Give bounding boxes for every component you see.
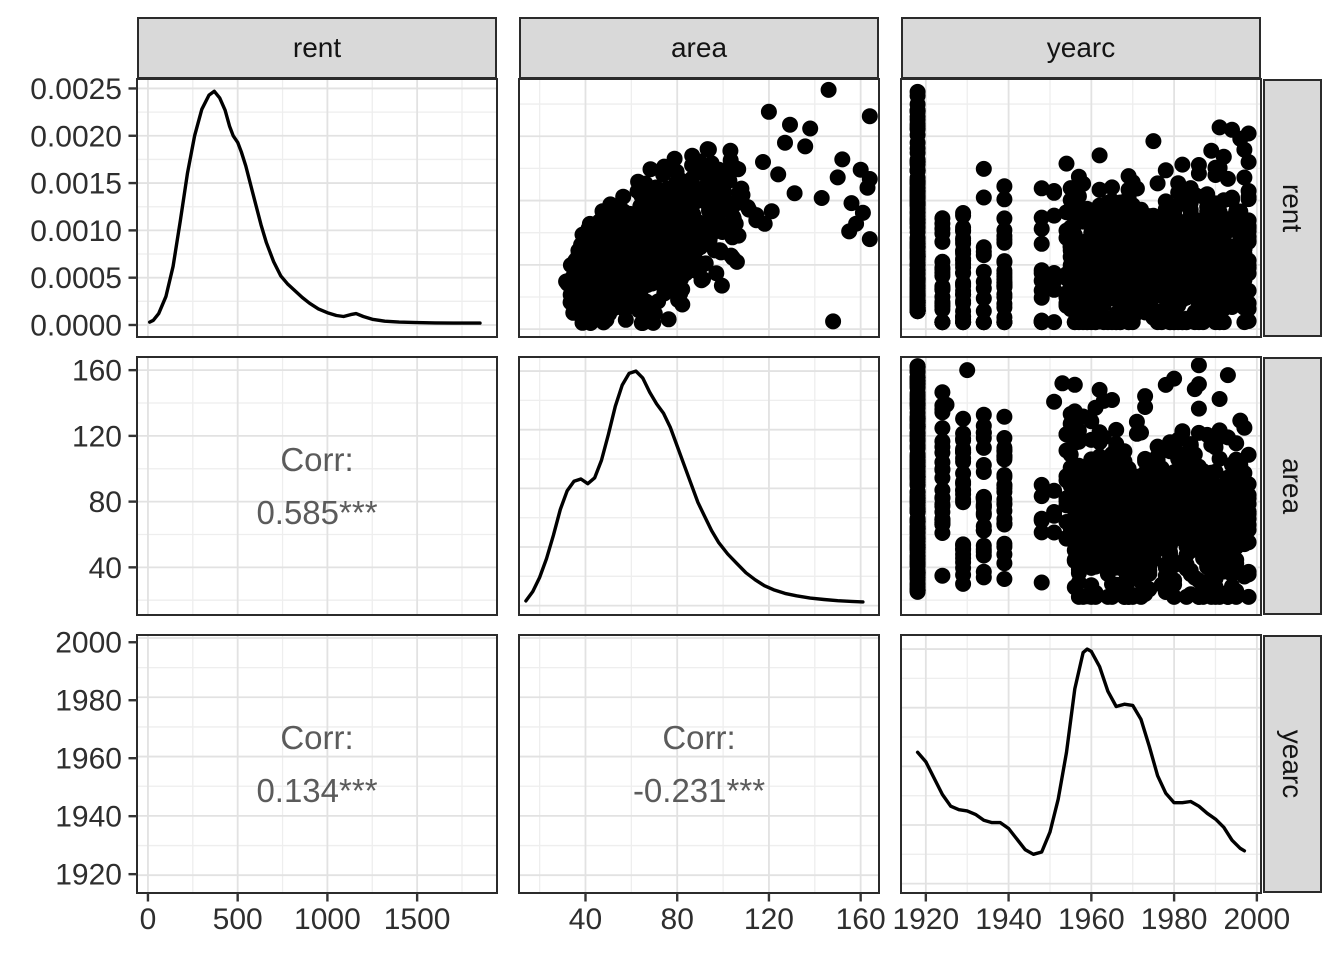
svg-text:1940: 1940 [975, 903, 1042, 936]
svg-text:1980: 1980 [55, 685, 122, 718]
strip-right-yearc: yearc [1263, 635, 1322, 893]
y-axis-area: 40 80 120 160 [72, 355, 137, 585]
strip-right-area: area [1263, 357, 1322, 615]
strip-top-rent: rent [137, 17, 497, 79]
svg-text:0.0005: 0.0005 [30, 262, 122, 295]
svg-text:40: 40 [569, 903, 602, 936]
x-axis-rent: 0 500 1000 1500 [140, 893, 451, 936]
svg-text:0.0025: 0.0025 [30, 73, 122, 106]
svg-text:0.0015: 0.0015 [30, 168, 122, 201]
svg-text:160: 160 [72, 355, 122, 388]
panel-rent-vs-yearc [900, 78, 1262, 338]
panel-rent-vs-area [518, 78, 880, 338]
strip-top-rent-label: rent [292, 32, 342, 63]
strip-top-area: area [519, 17, 879, 79]
svg-text:0.0000: 0.0000 [30, 309, 122, 342]
panel-corr-area-yearc [518, 634, 880, 894]
strip-right-rent-label: rent [1277, 183, 1309, 233]
panel-yearc-density [900, 634, 1262, 894]
svg-text:0.0010: 0.0010 [30, 215, 122, 248]
svg-text:1960: 1960 [1058, 903, 1125, 936]
strip-right-area-label: area [1277, 457, 1309, 515]
svg-text:1940: 1940 [55, 801, 122, 834]
svg-text:1960: 1960 [55, 743, 122, 776]
panel-area-density [518, 356, 880, 616]
panel-area-vs-yearc [900, 356, 1262, 616]
svg-text:2000: 2000 [55, 627, 122, 660]
svg-text:0: 0 [140, 903, 157, 936]
y-axis-yearc: 1920 1940 1960 1980 2000 [55, 627, 137, 892]
strip-right-rent: rent [1263, 79, 1322, 337]
svg-text:40: 40 [89, 552, 122, 585]
svg-text:1980: 1980 [1141, 903, 1208, 936]
svg-text:1000: 1000 [294, 903, 361, 936]
svg-text:80: 80 [661, 903, 694, 936]
svg-text:1500: 1500 [384, 903, 451, 936]
strip-top-area-label: area [670, 32, 728, 63]
svg-text:500: 500 [213, 903, 263, 936]
svg-text:120: 120 [744, 903, 794, 936]
strip-right-yearc-label: yearc [1277, 729, 1309, 799]
svg-text:2000: 2000 [1223, 903, 1290, 936]
panel-corr-rent-area [136, 356, 498, 616]
strip-top-yearc-label: yearc [1046, 32, 1116, 63]
panel-rent-density [136, 78, 498, 338]
svg-text:1920: 1920 [892, 903, 959, 936]
x-axis-yearc: 1920 1940 1960 1980 2000 [892, 893, 1290, 936]
svg-text:0.0020: 0.0020 [30, 120, 122, 153]
panel-corr-rent-yearc [136, 634, 498, 894]
svg-text:120: 120 [72, 420, 122, 453]
svg-text:1920: 1920 [55, 859, 122, 892]
strip-top-yearc: yearc [901, 17, 1261, 79]
x-axis-area: 40 80 120 160 [569, 893, 886, 936]
y-axis-rent-density: 0.0000 0.0005 0.0010 0.0015 0.0020 0.0025 [30, 73, 137, 342]
svg-text:80: 80 [89, 486, 122, 519]
svg-text:160: 160 [836, 903, 886, 936]
